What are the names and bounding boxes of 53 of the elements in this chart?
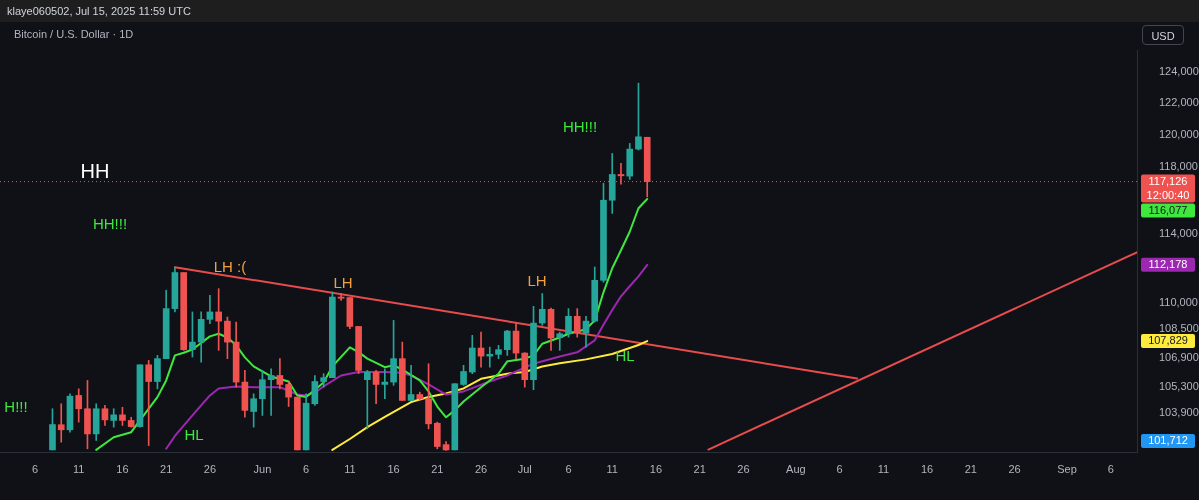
x-tick-label: Aug [786,462,806,475]
y-tick-label: 118,000 [1159,160,1198,173]
x-tick-label: 16 [387,462,400,475]
annotation: HL [615,347,635,365]
y-tick-label: 103,900 [1159,405,1199,418]
x-tick-label: 21 [693,462,706,475]
y-tick-label: 114,000 [1159,226,1198,239]
chart-title: Bitcoin / U.S. Dollar · 1D [14,28,134,40]
x-tick-label: Jun [253,462,272,475]
x-tick-label: 6 [836,462,843,475]
annotation: LH [527,272,547,290]
x-tick-label: 16 [649,462,663,475]
x-tick-label: 6 [1107,462,1114,475]
x-tick-label: 16 [116,462,129,475]
y-tick-label: 105,300 [1159,379,1199,392]
text: 101,712 [1148,434,1188,447]
x-tick-label: 21 [964,462,977,475]
x-tick-label: 11 [344,462,356,475]
text: 12:00:40 [1146,188,1190,201]
x-tick-label: 16 [920,462,934,475]
x-tick-label: 26 [737,462,750,475]
y-axis-title: USD [1142,25,1184,45]
x-tick-label: 26 [203,462,217,475]
annotation: HH!!! [562,118,598,136]
annotation: LH :( [213,258,247,276]
x-tick-label: 11 [606,462,618,475]
annotation: HL [184,426,204,444]
x-tick-label: 26 [474,462,488,475]
annotation: H!!! [4,398,28,416]
y-tick-label: 110,000 [1159,295,1198,308]
x-tick-label: 6 [303,462,310,475]
annotation: HH!!! [92,215,128,233]
y-tick-label: 124,000 [1159,64,1199,77]
x-tick-label: 6 [565,462,572,475]
x-tick-label: 26 [1008,462,1021,475]
annotation: LH [333,274,353,292]
text: 107,829 [1148,334,1188,347]
x-tick-label: Jul [517,462,532,475]
annotation: HH [80,159,110,182]
x-tick-label: 11 [877,462,890,475]
x-tick-label: 21 [431,462,444,475]
x-tick-label: 6 [31,462,39,475]
text: 117,126 [1148,174,1188,187]
x-tick-label: Sep [1057,462,1077,475]
text: 116,077 [1148,203,1188,216]
x-tick-label: 11 [73,462,85,475]
x-tick-label: 21 [160,462,173,475]
y-tick-label: 108,500 [1159,322,1199,335]
y-tick-label: 122,000 [1159,96,1199,109]
y-tick-label: 120,000 [1159,127,1199,140]
y-tick-label: 106,900 [1159,350,1199,363]
chart-subtitle: klaye060502, Jul 15, 2025 11:59 UTC [0,0,1199,22]
text: 112,178 [1148,257,1188,270]
